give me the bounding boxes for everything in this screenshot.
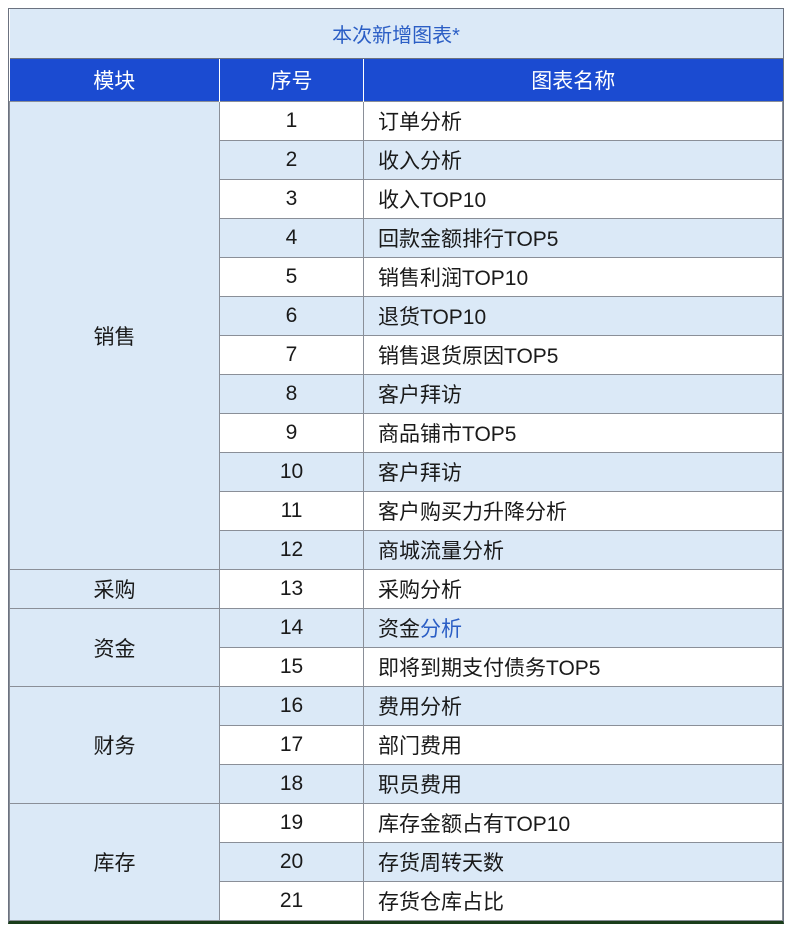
seq-cell: 16 <box>220 687 364 726</box>
seq-cell: 20 <box>220 843 364 882</box>
table-row: 库存19库存金额占有TOP10 <box>10 804 783 843</box>
seq-cell: 5 <box>220 258 364 297</box>
name-cell: 销售退货原因TOP5 <box>364 336 783 375</box>
name-cell: 收入TOP10 <box>364 180 783 219</box>
name-cell: 客户购买力升降分析 <box>364 492 783 531</box>
module-cell: 资金 <box>10 609 220 687</box>
module-cell: 采购 <box>10 570 220 609</box>
seq-cell: 15 <box>220 648 364 687</box>
seq-cell: 12 <box>220 531 364 570</box>
seq-cell: 21 <box>220 882 364 921</box>
name-cell: 退货TOP10 <box>364 297 783 336</box>
name-cell: 职员费用 <box>364 765 783 804</box>
seq-cell: 4 <box>220 219 364 258</box>
table-row: 财务16费用分析 <box>10 687 783 726</box>
seq-cell: 11 <box>220 492 364 531</box>
name-cell: 客户拜访 <box>364 375 783 414</box>
seq-cell: 18 <box>220 765 364 804</box>
table-body: 销售1订单分析2收入分析3收入TOP104回款金额排行TOP55销售利润TOP1… <box>10 102 783 921</box>
seq-cell: 2 <box>220 141 364 180</box>
seq-cell: 19 <box>220 804 364 843</box>
seq-cell: 7 <box>220 336 364 375</box>
module-cell: 库存 <box>10 804 220 921</box>
seq-cell: 10 <box>220 453 364 492</box>
table-header-row: 模块 序号 图表名称 <box>10 59 783 102</box>
seq-cell: 17 <box>220 726 364 765</box>
table-row: 销售1订单分析 <box>10 102 783 141</box>
name-cell: 商城流量分析 <box>364 531 783 570</box>
seq-cell: 3 <box>220 180 364 219</box>
column-header-module: 模块 <box>10 59 220 102</box>
name-cell: 资金分析 <box>364 609 783 648</box>
seq-cell: 14 <box>220 609 364 648</box>
table-row: 采购13采购分析 <box>10 570 783 609</box>
column-header-name: 图表名称 <box>364 59 783 102</box>
column-header-seq: 序号 <box>220 59 364 102</box>
name-cell: 存货周转天数 <box>364 843 783 882</box>
name-cell: 采购分析 <box>364 570 783 609</box>
name-cell: 客户拜访 <box>364 453 783 492</box>
name-cell: 收入分析 <box>364 141 783 180</box>
name-cell: 费用分析 <box>364 687 783 726</box>
seq-cell: 13 <box>220 570 364 609</box>
name-cell: 商品铺市TOP5 <box>364 414 783 453</box>
name-cell: 存货仓库占比 <box>364 882 783 921</box>
name-text-part: 资金 <box>378 618 420 641</box>
seq-cell: 8 <box>220 375 364 414</box>
name-cell: 部门费用 <box>364 726 783 765</box>
table-row: 资金 14资金分析 <box>10 609 783 648</box>
name-cell: 即将到期支付债务TOP5 <box>364 648 783 687</box>
name-cell: 库存金额占有TOP10 <box>364 804 783 843</box>
seq-cell: 6 <box>220 297 364 336</box>
chart-list-table-wrapper: 本次新增图表* 模块 序号 图表名称 销售1订单分析2收入分析3收入TOP104… <box>8 8 784 924</box>
module-cell: 销售 <box>10 102 220 570</box>
seq-cell: 1 <box>220 102 364 141</box>
name-cell: 回款金额排行TOP5 <box>364 219 783 258</box>
name-cell: 订单分析 <box>364 102 783 141</box>
table-title: 本次新增图表* <box>10 9 783 59</box>
chart-list-table: 本次新增图表* 模块 序号 图表名称 销售1订单分析2收入分析3收入TOP104… <box>9 9 783 921</box>
seq-cell: 9 <box>220 414 364 453</box>
table-title-row: 本次新增图表* <box>10 9 783 59</box>
name-cell: 销售利润TOP10 <box>364 258 783 297</box>
module-cell: 财务 <box>10 687 220 804</box>
name-link-part: 分析 <box>420 618 462 641</box>
